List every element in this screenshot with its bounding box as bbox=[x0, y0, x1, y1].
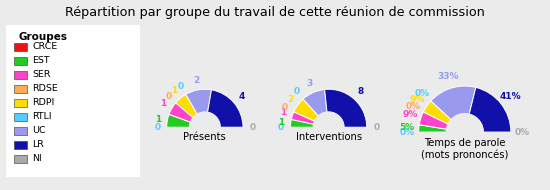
Text: Temps de parole
(mots prononcés): Temps de parole (mots prononcés) bbox=[421, 138, 508, 160]
Text: 1: 1 bbox=[278, 118, 284, 127]
Wedge shape bbox=[207, 90, 243, 127]
Wedge shape bbox=[169, 103, 193, 122]
Polygon shape bbox=[270, 127, 388, 141]
Text: 0%: 0% bbox=[515, 128, 530, 137]
Text: 0: 0 bbox=[166, 92, 172, 101]
Text: 0: 0 bbox=[178, 82, 184, 91]
Text: 0%: 0% bbox=[399, 128, 415, 137]
Wedge shape bbox=[324, 89, 367, 127]
Wedge shape bbox=[303, 89, 327, 116]
Text: Présents: Présents bbox=[184, 132, 226, 142]
Wedge shape bbox=[431, 86, 476, 120]
Polygon shape bbox=[393, 132, 536, 148]
Text: UC: UC bbox=[32, 126, 46, 135]
Polygon shape bbox=[190, 112, 220, 127]
Text: RDPI: RDPI bbox=[32, 98, 55, 107]
Text: CRCE: CRCE bbox=[32, 42, 58, 51]
Wedge shape bbox=[292, 112, 315, 124]
Wedge shape bbox=[469, 87, 511, 132]
Text: NI: NI bbox=[32, 154, 42, 163]
Text: 1: 1 bbox=[161, 99, 167, 108]
Bar bbox=[14, 99, 27, 107]
Bar bbox=[14, 43, 27, 51]
Text: 9%: 9% bbox=[402, 110, 417, 119]
Text: 1: 1 bbox=[171, 86, 177, 95]
Wedge shape bbox=[186, 89, 212, 114]
Text: SER: SER bbox=[32, 70, 51, 79]
FancyBboxPatch shape bbox=[3, 22, 143, 180]
Wedge shape bbox=[419, 125, 447, 132]
Text: LR: LR bbox=[32, 140, 45, 149]
Text: 41%: 41% bbox=[499, 92, 521, 101]
Wedge shape bbox=[419, 112, 448, 129]
Text: 0: 0 bbox=[294, 87, 300, 97]
Wedge shape bbox=[175, 94, 197, 118]
Bar bbox=[14, 85, 27, 93]
Wedge shape bbox=[290, 120, 314, 127]
Polygon shape bbox=[314, 112, 344, 127]
Text: 1: 1 bbox=[155, 115, 161, 124]
Bar bbox=[14, 141, 27, 149]
Text: 33%: 33% bbox=[437, 72, 459, 82]
Text: 0: 0 bbox=[154, 123, 160, 132]
Polygon shape bbox=[446, 114, 483, 132]
Text: EST: EST bbox=[32, 56, 50, 65]
Text: 4: 4 bbox=[238, 92, 245, 101]
Text: 2: 2 bbox=[287, 95, 293, 104]
Text: Interventions: Interventions bbox=[295, 132, 362, 142]
Text: 0%: 0% bbox=[415, 89, 430, 98]
Bar bbox=[14, 71, 27, 79]
Wedge shape bbox=[167, 114, 190, 127]
Text: RDSE: RDSE bbox=[32, 84, 58, 93]
Text: 5%: 5% bbox=[400, 123, 415, 132]
Bar bbox=[14, 127, 27, 135]
Bar bbox=[14, 113, 27, 121]
Text: 8: 8 bbox=[358, 87, 364, 97]
Wedge shape bbox=[294, 99, 318, 121]
Text: 0%: 0% bbox=[405, 102, 421, 111]
Text: Groupes: Groupes bbox=[19, 32, 68, 42]
Bar bbox=[14, 57, 27, 65]
Bar bbox=[14, 155, 27, 163]
Text: 2: 2 bbox=[194, 76, 200, 85]
Text: 0: 0 bbox=[250, 123, 256, 132]
Text: 0: 0 bbox=[373, 123, 380, 132]
Text: 1: 1 bbox=[280, 108, 287, 117]
Polygon shape bbox=[146, 127, 264, 141]
Wedge shape bbox=[424, 101, 451, 124]
Text: Répartition par groupe du travail de cette réunion de commission: Répartition par groupe du travail de cet… bbox=[65, 6, 485, 19]
Text: 9%: 9% bbox=[409, 95, 425, 104]
Text: RTLI: RTLI bbox=[32, 112, 52, 121]
Text: 0: 0 bbox=[278, 123, 284, 132]
Text: 0: 0 bbox=[282, 104, 288, 112]
Text: 3: 3 bbox=[306, 79, 312, 88]
